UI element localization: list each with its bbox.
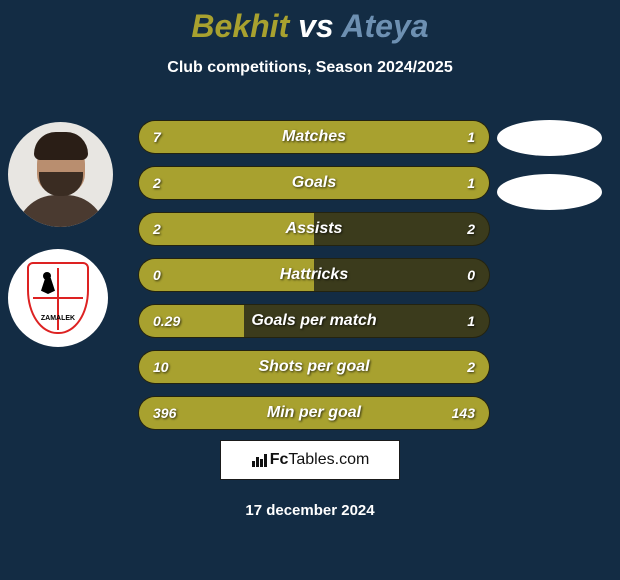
stat-bar: 71Matches [138,120,490,154]
stat-right-value: 2 [453,213,489,245]
branding-rest: Tables.com [288,451,369,468]
branding-box: FcTables.com [220,440,400,480]
player1-name: Bekhit [191,8,289,44]
stat-bar-left-segment [139,305,244,337]
stat-bar-left-segment [139,259,314,291]
right-avatar-column [497,120,602,228]
stat-bar-left-segment [139,397,489,429]
stat-bar: 0.291Goals per match [138,304,490,338]
stat-bar: 102Shots per goal [138,350,490,384]
stats-bars: 71Matches 21Goals 22Assists 00Hattricks 0.29… [138,120,490,442]
branding-bold: Fc [270,451,289,468]
bars-icon [251,452,267,468]
stat-right-value: 1 [453,305,489,337]
vs-label: vs [298,8,334,44]
date-label: 17 december 2024 [0,502,620,519]
stat-bar: 22Assists [138,212,490,246]
stat-bar-left-segment [139,351,489,383]
stat-bar-left-segment [139,121,489,153]
stat-bar-left-segment [139,167,489,199]
player1-avatar [8,122,113,227]
stat-bar: 00Hattricks [138,258,490,292]
subtitle: Club competitions, Season 2024/2025 [0,59,620,77]
stat-bar: 396143Min per goal [138,396,490,430]
stat-right-value: 0 [453,259,489,291]
stat-bar: 21Goals [138,166,490,200]
player2-avatar-placeholder [497,174,602,210]
comparison-title: Bekhit vs Ateya [0,0,620,45]
player1-club-logo: ZAMALEK [8,249,108,347]
branding-text: FcTables.com [270,451,370,469]
left-avatar-column: ZAMALEK [8,122,118,347]
player2-avatar-placeholder [497,120,602,156]
player2-name: Ateya [341,8,428,44]
stat-bar-left-segment [139,213,314,245]
